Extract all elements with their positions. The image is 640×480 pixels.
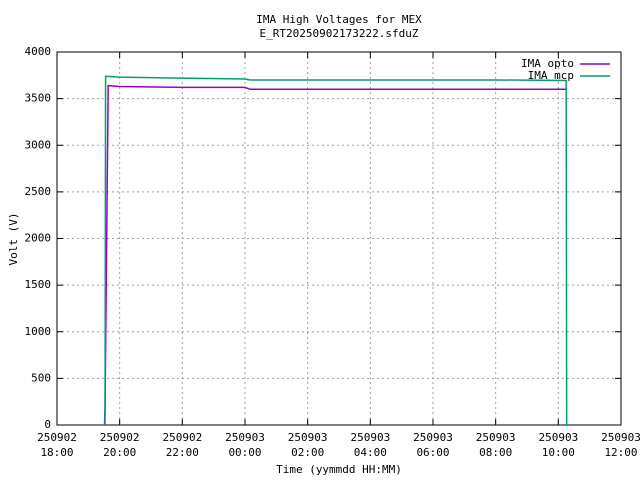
x-tick-label: 250903 02:00	[287, 431, 328, 459]
x-tick-label: 250903 06:00	[413, 431, 453, 459]
x-tick-label: 250902 18:00	[37, 431, 77, 459]
x-tick-label: 250903 12:00	[601, 431, 640, 459]
x-tick-label: 250903 10:00	[538, 431, 579, 459]
y-tick-label: 1500	[25, 278, 52, 291]
legend-label: IMA mcp	[528, 69, 574, 82]
plot-frame	[56, 51, 622, 426]
y-tick-label: 0	[44, 418, 51, 431]
x-tick-label: 250903 08:00	[475, 431, 516, 459]
x-tick-label: 250903 00:00	[225, 431, 265, 459]
x-tick-label: 250903 04:00	[350, 431, 391, 459]
y-tick-label: 4000	[25, 45, 52, 58]
x-axis-label: Time (yymmdd HH:MM)	[276, 463, 402, 476]
chart-subtitle: E_RT20250902173222.sfduZ	[260, 27, 419, 40]
series-line	[104, 75, 568, 426]
y-tick-label: 2000	[25, 232, 52, 245]
y-tick-label: 3500	[25, 92, 52, 105]
chart-title: IMA High Voltages for MEX	[256, 13, 422, 26]
y-tick-label: 2500	[25, 185, 52, 198]
x-tick-label: 250902 20:00	[99, 431, 140, 459]
y-axis-label: Volt (V)	[7, 213, 20, 266]
legend-label: IMA opto	[521, 57, 574, 70]
y-tick-label: 3000	[25, 138, 52, 151]
x-tick-label: 250902 22:00	[162, 431, 203, 459]
y-tick-label: 1000	[25, 325, 52, 338]
series-line	[103, 84, 567, 426]
y-tick-label: 500	[31, 371, 51, 384]
